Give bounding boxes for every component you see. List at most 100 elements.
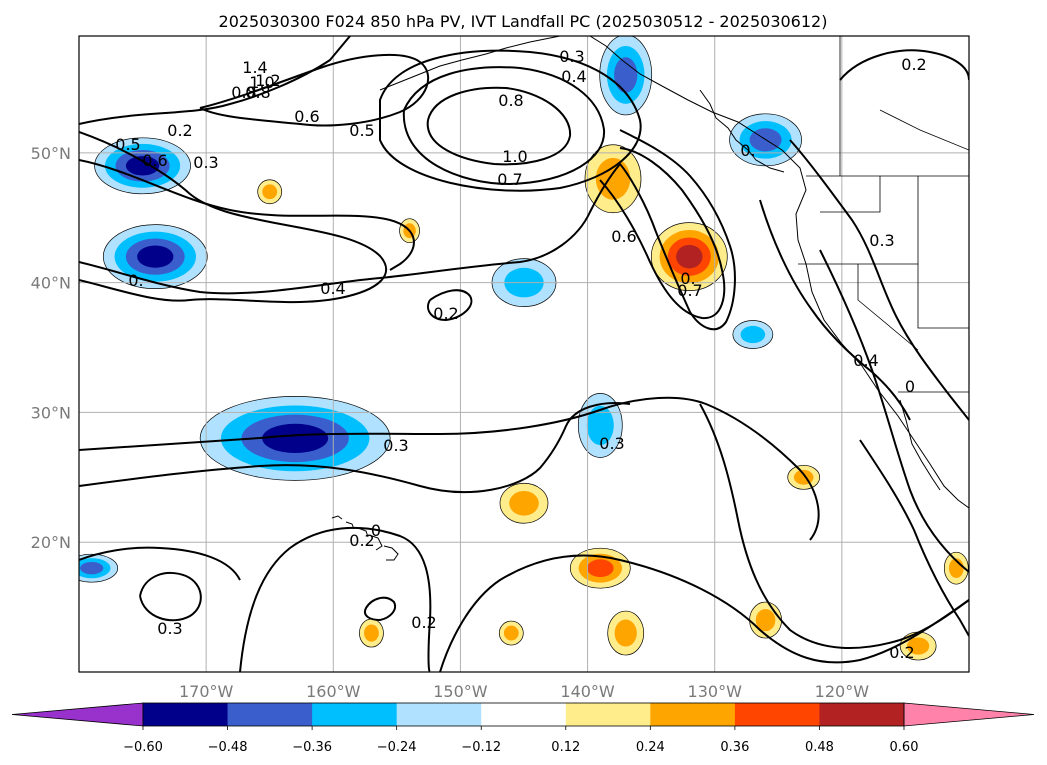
- state-border-nv-az: [917, 264, 969, 329]
- hawaii-islands: [331, 515, 399, 561]
- pv-contour-trough-0.6: [599, 147, 726, 320]
- contour-label: 0.8: [245, 83, 270, 102]
- contour-label: 0.2: [889, 643, 914, 662]
- colorbar-tick-label: 0.12: [551, 740, 580, 755]
- lon-tick-label: 170°W: [179, 682, 234, 701]
- state-border-wa-or: [820, 176, 881, 213]
- contour-label: 1.4: [242, 58, 267, 77]
- contour-label: 0: [905, 377, 915, 396]
- shaded-region: [614, 619, 637, 647]
- lat-tick-label: 50°N: [31, 144, 71, 163]
- pv-contour-0.2-southwest: [79, 546, 241, 581]
- contour-label: 0.5: [115, 135, 140, 154]
- lon-tick-label: 160°W: [306, 682, 361, 701]
- pv-contour-0.2-southeast: [439, 554, 969, 672]
- shaded-region: [793, 469, 814, 485]
- contour-label: 0.3: [383, 436, 408, 455]
- pv-contour-0.3-mid-east: [819, 249, 969, 573]
- border-canada-provinces: [839, 36, 969, 176]
- colorbar: −0.60 −0.48 −0.36 −0.24 −0.12 0.12 0.24 0.36 0.4…: [11, 702, 1035, 755]
- lat-lon-gridlines: [79, 36, 969, 672]
- contour-label: 0.8: [498, 91, 523, 110]
- state-border-ca-nv: [857, 264, 919, 351]
- contour-label: 1.0: [502, 147, 527, 166]
- pv-contour-labels: 1.41.21.00.80.80.60.50.20.50.6 0.30.30.40…: [115, 47, 926, 662]
- map-panel: 1.41.21.00.80.80.60.50.20.50.6 0.30.30.40…: [78, 35, 970, 673]
- contour-label: 0.2: [349, 531, 374, 550]
- lon-tick-label: 150°W: [433, 682, 488, 701]
- pv-contour-0.2-north: [79, 36, 351, 125]
- contour-label: 0.3: [193, 153, 218, 172]
- lon-tick-label: 120°W: [815, 682, 870, 701]
- pv-contour-0.3-south: [79, 402, 631, 493]
- contour-label: 0.3: [599, 434, 624, 453]
- contour-label: 0: [371, 521, 381, 540]
- colorbar-tick-label: 0.36: [720, 740, 749, 755]
- pv-contour-0.4-coast: [759, 199, 911, 421]
- colorbar-tick-label: 0.24: [636, 740, 665, 755]
- contour-label: 1.0: [249, 73, 274, 92]
- coastline-north-america: [589, 36, 969, 509]
- contour-label: 0.4: [320, 279, 345, 298]
- pv-contour-0.3-northwest: [79, 131, 387, 304]
- ivt-correlation-shading: [79, 36, 969, 661]
- colorbar-segment: [396, 703, 482, 726]
- pv-contour-0.3-center: [79, 396, 820, 541]
- lat-tick-label: 40°N: [31, 274, 71, 293]
- colorbar-tick-label: −0.12: [461, 740, 501, 755]
- shaded-region: [262, 423, 329, 453]
- contour-label: 0.7: [677, 281, 702, 300]
- map-background: [79, 36, 969, 672]
- coastline-baja: [899, 399, 941, 491]
- contour-label: 0.2: [411, 613, 436, 632]
- shaded-region: [595, 157, 631, 200]
- lon-tick-label: 130°W: [688, 682, 743, 701]
- colorbar-frame: [142, 702, 905, 727]
- coastline-gulf-of-alaska: [379, 36, 561, 91]
- contour-label: 0.2: [901, 55, 926, 74]
- pv-contour-0.8-loop: [402, 66, 606, 186]
- contour-label: 0.8: [231, 83, 256, 102]
- pv-contour-0.2-tiny-loop: [364, 596, 396, 622]
- colorbar-tick-label: −0.60: [123, 740, 163, 755]
- contour-label: 0.5: [349, 121, 374, 140]
- contour-label: 0.6: [142, 151, 167, 170]
- colorbar-tick-label: −0.36: [292, 740, 332, 755]
- contour-label: 0.7: [497, 170, 522, 189]
- contour-label: 0.: [128, 271, 143, 290]
- colorbar-tick-label: −0.48: [208, 740, 248, 755]
- colorbar-segment: [227, 703, 313, 726]
- shaded-region: [614, 57, 638, 93]
- contour-label: 0.2: [167, 121, 192, 140]
- contour-label: 0.3: [869, 231, 894, 250]
- colorbar-tick-label: −0.24: [377, 740, 417, 755]
- lat-tick-label: 30°N: [31, 403, 71, 422]
- pv-contour-1.0-loop: [426, 86, 572, 166]
- contour-label: 0.3: [157, 619, 182, 638]
- contour-label: 0.4: [561, 67, 586, 86]
- shaded-region: [125, 156, 160, 176]
- coastline-alaska-panhandle: [699, 89, 785, 173]
- shaded-region: [262, 184, 278, 200]
- shaded-region: [755, 608, 776, 632]
- shaded-region: [509, 490, 539, 516]
- colorbar-segment: [481, 703, 567, 726]
- colorbar-tick-label: 0.60: [890, 740, 919, 755]
- coastlines: [331, 36, 969, 561]
- colorbar-extend-min: [11, 702, 144, 727]
- pv-contour-0.2-small-loop: [139, 571, 202, 622]
- colorbar-segment: [650, 703, 736, 726]
- axis-tick-labels: 170°W 160°W 150°W 140°W 130°W 120°W 20°N 30°N 40…: [31, 144, 870, 701]
- shaded-region: [740, 325, 766, 344]
- pv-contours: [79, 36, 969, 672]
- pv-contour-0.7-loop: [379, 49, 642, 192]
- lon-tick-label: 140°W: [560, 682, 615, 701]
- pv-contour-0.2-far-east: [859, 439, 969, 637]
- pv-contour-0.5: [79, 159, 415, 271]
- shaded-region: [137, 245, 174, 268]
- contour-label: 0.: [680, 269, 695, 288]
- contour-label: 1.2: [255, 71, 280, 90]
- colorbar-segment: [819, 703, 905, 726]
- pv-contour-0.4-main: [79, 129, 736, 331]
- colorbar-segment: [565, 703, 651, 726]
